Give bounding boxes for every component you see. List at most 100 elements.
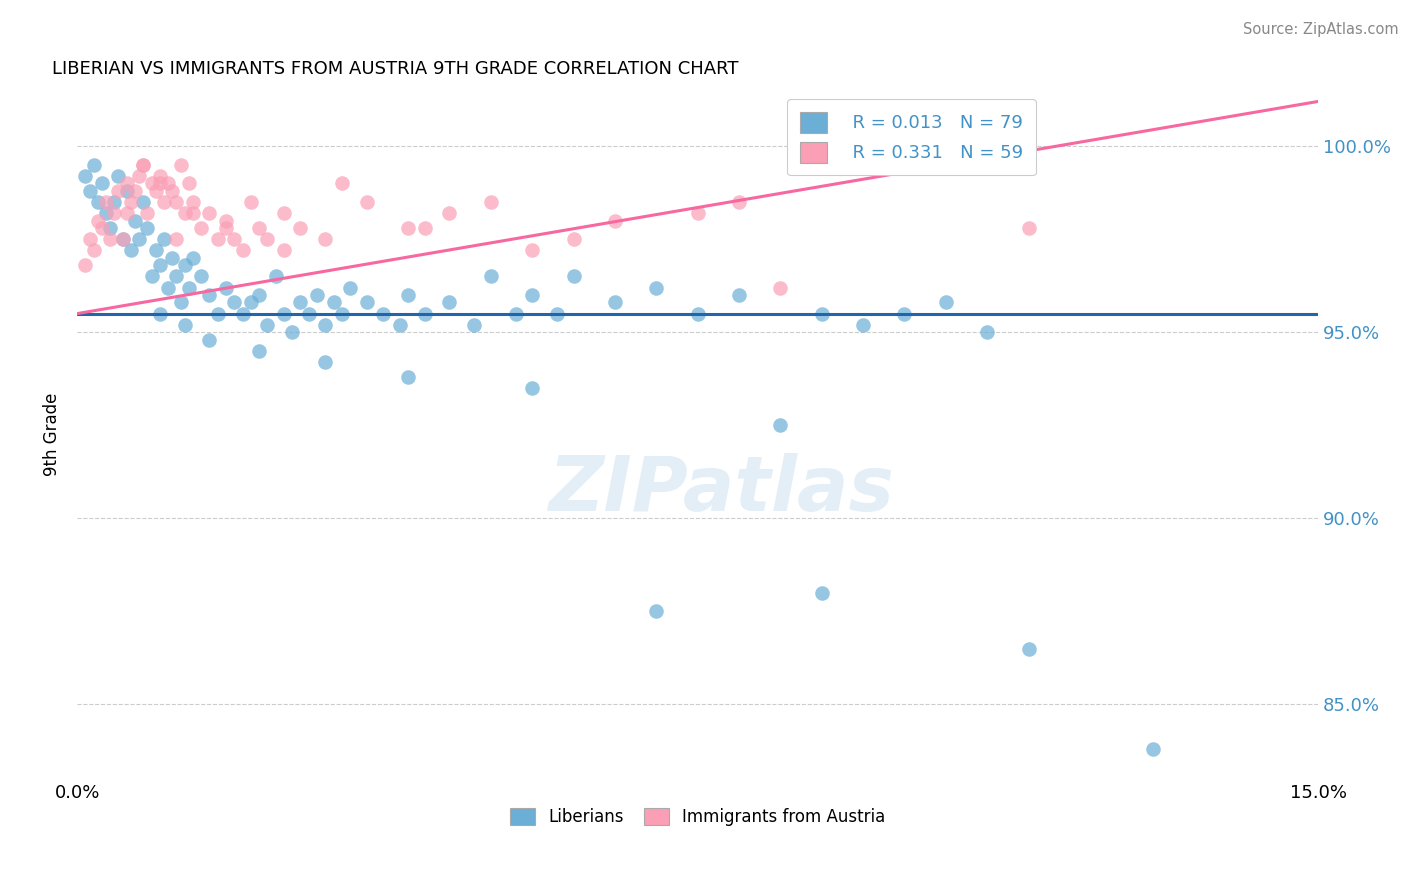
Y-axis label: 9th Grade: 9th Grade bbox=[44, 392, 60, 476]
Point bbox=[79, 184, 101, 198]
Point bbox=[141, 177, 163, 191]
Point bbox=[153, 194, 176, 209]
Point bbox=[396, 288, 419, 302]
Point bbox=[264, 269, 287, 284]
Text: LIBERIAN VS IMMIGRANTS FROM AUSTRIA 9TH GRADE CORRELATION CHART: LIBERIAN VS IMMIGRANTS FROM AUSTRIA 9TH … bbox=[52, 60, 738, 78]
Point bbox=[111, 232, 134, 246]
Point bbox=[83, 158, 105, 172]
Point bbox=[98, 232, 121, 246]
Point bbox=[1018, 641, 1040, 656]
Point bbox=[103, 206, 125, 220]
Point bbox=[728, 194, 751, 209]
Point bbox=[247, 343, 270, 358]
Point bbox=[98, 221, 121, 235]
Point bbox=[136, 206, 159, 220]
Point bbox=[141, 269, 163, 284]
Point bbox=[305, 288, 328, 302]
Point bbox=[132, 194, 155, 209]
Point bbox=[90, 221, 112, 235]
Point bbox=[107, 184, 129, 198]
Point bbox=[356, 194, 378, 209]
Point bbox=[603, 295, 626, 310]
Point bbox=[256, 318, 278, 332]
Point bbox=[893, 307, 915, 321]
Point bbox=[181, 206, 204, 220]
Point bbox=[132, 158, 155, 172]
Point bbox=[207, 232, 229, 246]
Point bbox=[439, 295, 461, 310]
Point bbox=[162, 184, 184, 198]
Point bbox=[198, 288, 221, 302]
Point bbox=[173, 258, 195, 272]
Point bbox=[165, 232, 187, 246]
Point bbox=[177, 177, 200, 191]
Point bbox=[169, 158, 191, 172]
Text: Source: ZipAtlas.com: Source: ZipAtlas.com bbox=[1243, 22, 1399, 37]
Point bbox=[314, 232, 336, 246]
Point bbox=[75, 258, 97, 272]
Point bbox=[686, 206, 709, 220]
Point bbox=[520, 244, 543, 258]
Point bbox=[290, 295, 312, 310]
Point bbox=[103, 194, 125, 209]
Point bbox=[810, 307, 832, 321]
Point bbox=[273, 244, 295, 258]
Point bbox=[120, 194, 142, 209]
Point bbox=[273, 307, 295, 321]
Point bbox=[290, 221, 312, 235]
Point bbox=[463, 318, 485, 332]
Point bbox=[165, 269, 187, 284]
Point bbox=[239, 194, 262, 209]
Point bbox=[247, 221, 270, 235]
Point bbox=[173, 318, 195, 332]
Point bbox=[111, 232, 134, 246]
Point bbox=[546, 307, 568, 321]
Point bbox=[115, 184, 138, 198]
Point bbox=[396, 370, 419, 384]
Point bbox=[1018, 221, 1040, 235]
Point bbox=[87, 213, 110, 227]
Point bbox=[645, 604, 668, 618]
Point bbox=[314, 355, 336, 369]
Point bbox=[79, 232, 101, 246]
Point bbox=[396, 221, 419, 235]
Point bbox=[645, 280, 668, 294]
Point bbox=[686, 307, 709, 321]
Point bbox=[124, 184, 146, 198]
Point bbox=[479, 194, 502, 209]
Point bbox=[120, 244, 142, 258]
Point bbox=[314, 318, 336, 332]
Point bbox=[94, 194, 117, 209]
Point bbox=[128, 232, 150, 246]
Point bbox=[169, 295, 191, 310]
Point bbox=[505, 307, 527, 321]
Point bbox=[330, 307, 353, 321]
Point bbox=[75, 169, 97, 183]
Point bbox=[810, 586, 832, 600]
Point bbox=[356, 295, 378, 310]
Point bbox=[232, 307, 254, 321]
Point bbox=[728, 288, 751, 302]
Point bbox=[852, 318, 875, 332]
Point bbox=[479, 269, 502, 284]
Point bbox=[87, 194, 110, 209]
Point bbox=[115, 177, 138, 191]
Point bbox=[173, 206, 195, 220]
Point bbox=[165, 194, 187, 209]
Point bbox=[215, 213, 238, 227]
Point bbox=[322, 295, 344, 310]
Point bbox=[232, 244, 254, 258]
Point bbox=[145, 184, 167, 198]
Point bbox=[281, 325, 304, 339]
Point bbox=[149, 258, 172, 272]
Point bbox=[198, 206, 221, 220]
Point bbox=[132, 158, 155, 172]
Legend: Liberians, Immigrants from Austria: Liberians, Immigrants from Austria bbox=[503, 801, 891, 832]
Point bbox=[215, 280, 238, 294]
Point bbox=[136, 221, 159, 235]
Point bbox=[520, 288, 543, 302]
Point bbox=[520, 381, 543, 395]
Point bbox=[413, 221, 436, 235]
Point bbox=[157, 280, 180, 294]
Point bbox=[198, 333, 221, 347]
